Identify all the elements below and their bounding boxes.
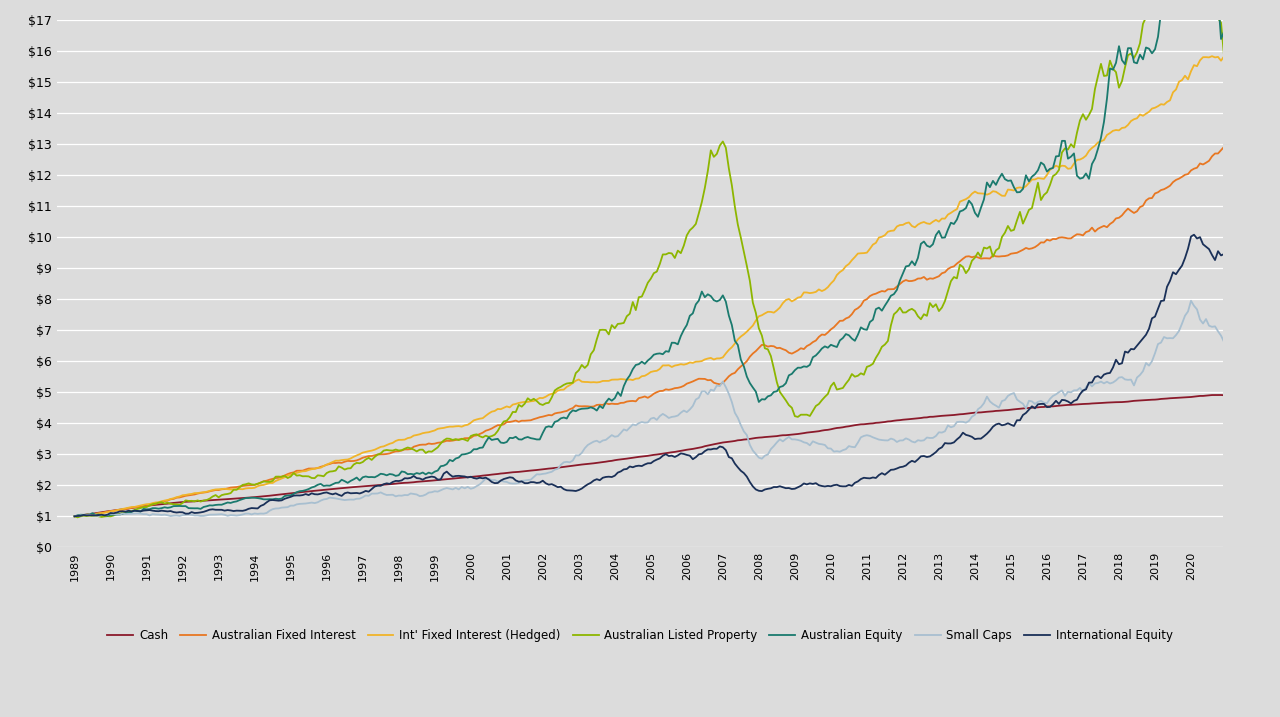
- Legend: Cash, Australian Fixed Interest, Int' Fixed Interest (Hedged), Australian Listed: Cash, Australian Fixed Interest, Int' Fi…: [102, 625, 1178, 647]
